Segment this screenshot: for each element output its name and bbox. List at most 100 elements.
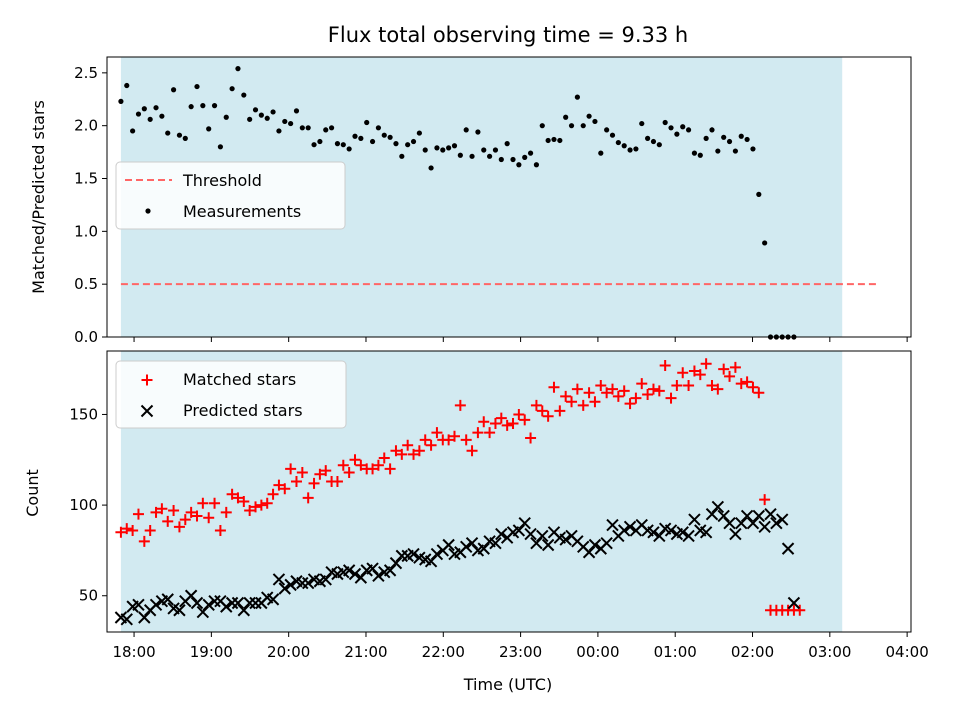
matched-star-point [191,510,203,522]
ratio-legend-box [115,161,346,230]
measurement-point [510,156,516,163]
ratio-y-tick-label: 0.0 [74,328,98,346]
matched-star-point [209,497,221,509]
matched-star-point [659,360,671,372]
legend-matched-swatch [141,374,153,386]
predicted-star-point [442,538,455,552]
predicted-star-point [272,573,286,586]
measurement-point [568,123,575,129]
predicted-star-point [284,578,297,592]
matched-star-point [794,604,806,616]
predicted-star-point [495,527,508,541]
measurement-point [229,86,235,92]
predicted-star-point [699,526,713,539]
predicted-star-point [781,542,795,555]
count-legend-box [115,360,347,429]
measurement-point [235,66,241,72]
measurement-point [685,127,692,133]
matched-star-point [694,369,706,381]
matched-star-point [595,379,607,391]
matched-star-point [484,427,496,439]
predicted-star-point [301,576,315,590]
x-tick-label: 03:00 [808,643,851,661]
measurement-point [563,114,569,120]
measurement-point [317,138,323,145]
x-tick-label: 21:00 [344,643,387,661]
matched-star-point [583,387,595,399]
predicted-star-point [372,569,385,583]
measurement-point [446,145,452,151]
legend-predicted-label: Predicted stars [183,401,303,420]
legend-threshold-label: Threshold [182,171,262,190]
measurement-point [645,135,651,141]
count-axes-frame [106,350,912,633]
matched-star-point [753,387,765,399]
matched-star-point [507,418,519,430]
predicted-star-point [729,527,742,541]
matched-star-point [729,361,741,373]
ratio-y-axis-label: Matched/Predicted stars [29,100,48,294]
predicted-star-point [647,526,660,539]
matched-star-point [677,367,689,379]
matched-star-point [431,427,443,439]
matched-star-point [179,514,191,526]
matched-star-point [560,390,572,402]
matched-star-point [718,363,730,375]
matched-star-point [226,488,238,500]
measurement-point [346,146,352,152]
measurement-point [305,125,311,131]
measurement-point [481,147,487,153]
measurement-point [387,134,393,140]
x-tick-label: 02:00 [731,643,774,661]
measurement-point [691,150,698,156]
matched-star-point [396,448,408,460]
matched-star-point [372,459,384,471]
matched-star-point [548,381,560,393]
measurement-point [340,142,346,148]
matched-star-point [513,408,525,420]
matched-star-point [495,412,507,424]
measurement-point [463,127,469,133]
measurement-point [170,87,177,93]
measurement-point [288,120,294,127]
matched-star-point [671,379,683,391]
matched-star-point [214,524,226,536]
measurement-point [364,119,370,126]
matched-star-point [601,387,613,399]
measurement-point [487,153,493,159]
count-legend: Matched stars Predicted stars [115,360,347,429]
ratio-y-tick-label: 1.0 [74,222,98,240]
measurement-point [721,134,727,140]
matched-star-point [203,512,215,524]
matched-star-point [121,523,133,535]
measurement-point [135,111,142,117]
measurement-point [580,123,586,129]
predicted-star-point [688,513,701,526]
measurement-point [498,156,504,163]
measurement-point [639,120,645,127]
measurement-point [352,133,358,139]
ratio-y-tick-label: 1.5 [74,170,98,188]
predicted-star-point [120,613,133,626]
measurement-point [399,153,405,159]
measurement-point [715,148,721,154]
measurement-point [428,165,434,171]
matched-star-point [478,416,490,428]
predicted-star-point [518,517,531,530]
measurement-point [762,240,768,246]
measurement-point [358,135,364,141]
matched-star-point [636,378,648,390]
predicted-star-point [202,598,215,612]
measurement-point [153,105,159,111]
measurement-point [165,130,171,136]
predicted-star-point [787,596,801,610]
predicted-star-point [524,527,537,541]
measurement-point [217,144,224,150]
ratio-legend: Threshold Measurements [115,161,346,230]
matched-star-point [472,427,484,439]
matched-star-point [273,479,285,491]
predicted-star-point [278,582,291,595]
measurement-point [270,109,276,115]
matched-star-point [367,463,379,475]
predicted-star-point [348,567,362,581]
